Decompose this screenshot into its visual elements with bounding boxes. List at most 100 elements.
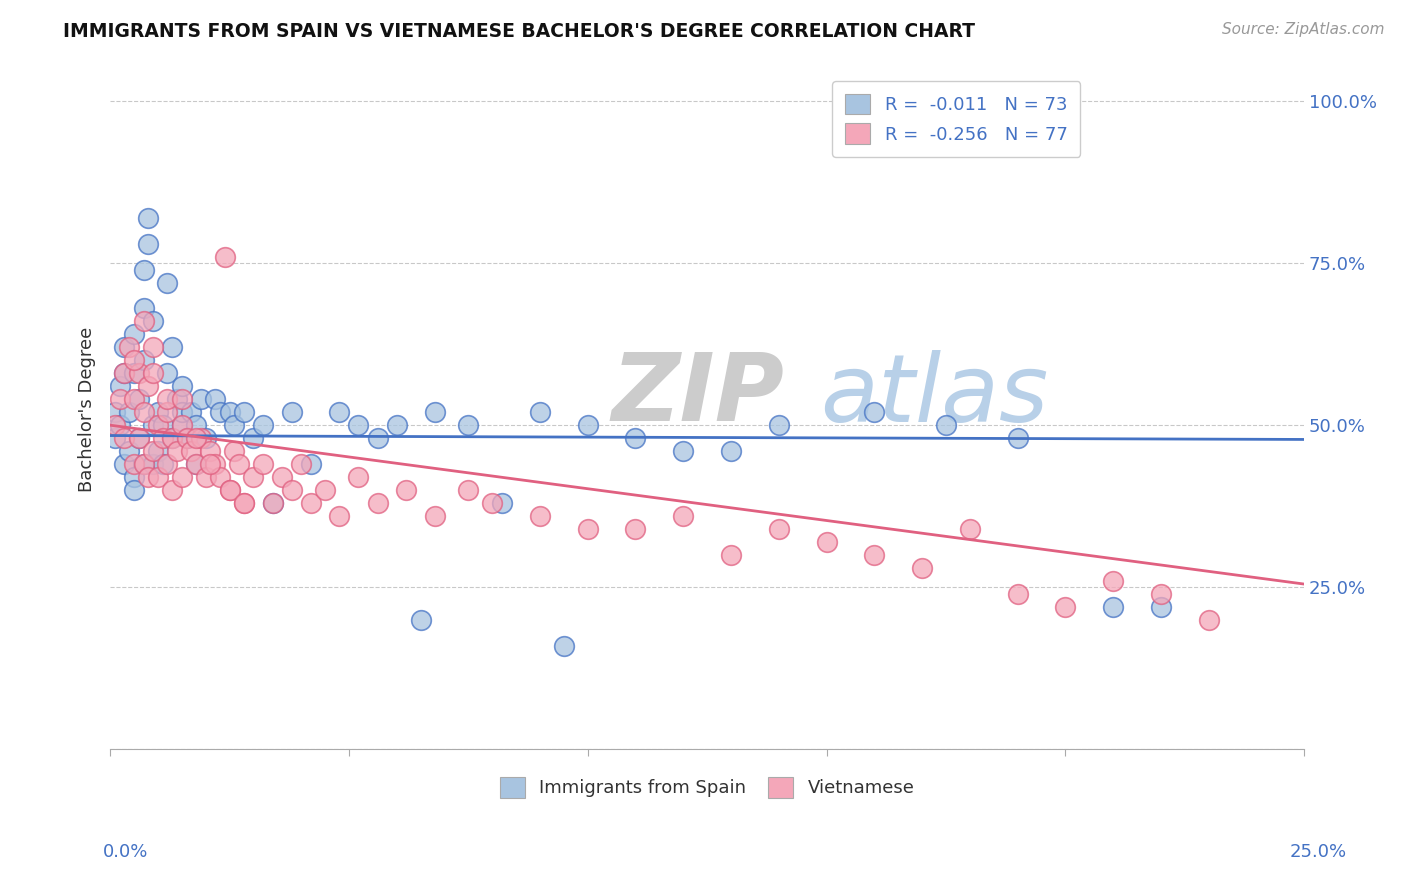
Point <box>208 470 231 484</box>
Point <box>385 418 408 433</box>
Point <box>232 496 254 510</box>
Point <box>280 483 302 497</box>
Point <box>166 392 188 407</box>
Point <box>142 340 165 354</box>
Point <box>1054 133 1077 147</box>
Point <box>108 418 131 433</box>
Text: 0.0%: 0.0% <box>103 843 148 861</box>
Point <box>768 418 790 433</box>
Point <box>262 496 284 510</box>
Point <box>457 418 479 433</box>
Point <box>122 483 145 497</box>
Point <box>720 548 742 562</box>
Point <box>367 496 389 510</box>
Point <box>204 457 226 471</box>
Point <box>347 470 370 484</box>
Point <box>184 431 207 445</box>
Point <box>122 367 145 381</box>
Point <box>176 431 198 445</box>
Point <box>104 431 127 445</box>
Point <box>232 496 254 510</box>
Point <box>200 444 222 458</box>
Point <box>935 418 957 433</box>
Point <box>138 470 160 484</box>
Point <box>146 444 169 458</box>
Point <box>176 431 198 445</box>
Text: Source: ZipAtlas.com: Source: ZipAtlas.com <box>1222 22 1385 37</box>
Point <box>228 457 250 471</box>
Point <box>1150 587 1173 601</box>
Point <box>224 444 246 458</box>
Y-axis label: Bachelor's Degree: Bachelor's Degree <box>79 326 96 491</box>
Point <box>290 457 312 471</box>
Point <box>194 431 217 445</box>
Point <box>328 405 350 419</box>
Point <box>128 392 150 407</box>
Point <box>156 457 179 471</box>
Point <box>108 379 131 393</box>
Point <box>156 392 179 407</box>
Point <box>114 367 136 381</box>
Point <box>162 340 184 354</box>
Point <box>132 301 155 316</box>
Point <box>166 444 188 458</box>
Point <box>208 405 231 419</box>
Point <box>262 496 284 510</box>
Point <box>1150 599 1173 614</box>
Point <box>152 418 174 433</box>
Point <box>768 522 790 536</box>
Point <box>152 431 174 445</box>
Point <box>180 444 202 458</box>
Point <box>529 405 551 419</box>
Point <box>132 314 155 328</box>
Point <box>114 340 136 354</box>
Point <box>118 444 141 458</box>
Text: ZIP: ZIP <box>612 350 785 442</box>
Point <box>242 470 264 484</box>
Point <box>132 457 155 471</box>
Point <box>347 418 370 433</box>
Point <box>114 431 136 445</box>
Point <box>720 444 742 458</box>
Point <box>170 470 193 484</box>
Point <box>128 431 150 445</box>
Point <box>672 444 695 458</box>
Point <box>128 367 150 381</box>
Point <box>122 457 145 471</box>
Point <box>184 457 207 471</box>
Point <box>170 418 193 433</box>
Point <box>624 522 647 536</box>
Point <box>162 431 184 445</box>
Point <box>146 418 169 433</box>
Point <box>104 418 127 433</box>
Point <box>224 418 246 433</box>
Point <box>409 613 432 627</box>
Point <box>1054 599 1077 614</box>
Point <box>142 367 165 381</box>
Point <box>328 508 350 523</box>
Point <box>152 457 174 471</box>
Point <box>146 405 169 419</box>
Point <box>367 431 389 445</box>
Point <box>576 522 599 536</box>
Point <box>624 431 647 445</box>
Point <box>170 418 193 433</box>
Point <box>280 405 302 419</box>
Point <box>214 250 236 264</box>
Point <box>138 236 160 251</box>
Point <box>959 522 981 536</box>
Point <box>132 353 155 368</box>
Point <box>128 431 150 445</box>
Point <box>122 327 145 342</box>
Legend: Immigrants from Spain, Vietnamese: Immigrants from Spain, Vietnamese <box>492 770 922 805</box>
Point <box>242 431 264 445</box>
Point <box>156 405 179 419</box>
Point <box>108 392 131 407</box>
Point <box>481 496 503 510</box>
Point <box>132 457 155 471</box>
Point <box>1102 574 1125 588</box>
Point <box>204 392 226 407</box>
Point <box>122 353 145 368</box>
Point <box>156 367 179 381</box>
Text: atlas: atlas <box>821 350 1049 441</box>
